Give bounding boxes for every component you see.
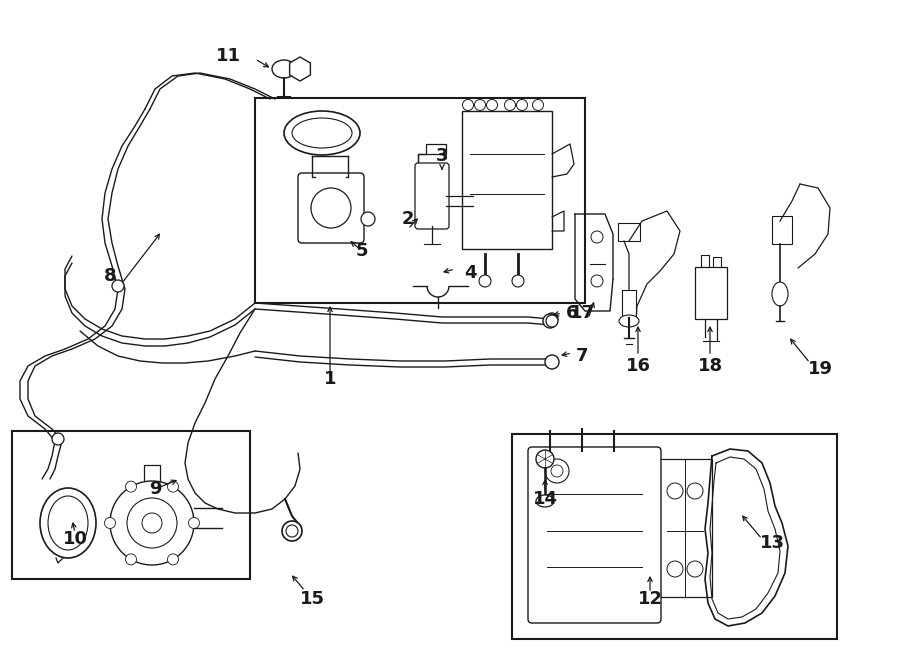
Text: 8: 8 (104, 267, 116, 285)
Circle shape (533, 100, 544, 110)
Bar (657, 459, 712, 597)
Circle shape (545, 459, 569, 483)
Circle shape (125, 554, 137, 565)
Circle shape (479, 275, 491, 287)
Text: 2: 2 (401, 210, 414, 228)
Bar (772, 216, 792, 244)
Text: 9: 9 (148, 480, 161, 498)
Circle shape (286, 525, 298, 537)
Circle shape (127, 498, 177, 548)
Circle shape (591, 275, 603, 287)
Text: 1: 1 (324, 370, 337, 388)
Text: 18: 18 (698, 357, 723, 375)
Text: 5: 5 (356, 242, 368, 260)
Circle shape (361, 212, 375, 226)
Ellipse shape (292, 118, 352, 148)
Circle shape (487, 100, 498, 110)
Circle shape (543, 314, 557, 328)
Circle shape (167, 554, 178, 565)
Bar (512, 434, 837, 639)
Text: 7: 7 (576, 347, 589, 365)
Bar (12, 431, 250, 579)
Circle shape (110, 481, 194, 565)
Text: 16: 16 (626, 357, 651, 375)
Bar (618, 223, 640, 241)
Ellipse shape (311, 188, 351, 228)
Circle shape (667, 483, 683, 499)
Ellipse shape (619, 315, 639, 327)
Bar (255, 98, 585, 303)
Text: 12: 12 (637, 590, 662, 608)
Ellipse shape (272, 60, 296, 78)
Text: 17: 17 (570, 304, 595, 322)
Circle shape (551, 465, 563, 477)
Circle shape (517, 100, 527, 110)
Text: 15: 15 (300, 590, 325, 608)
Circle shape (512, 275, 524, 287)
Circle shape (545, 355, 559, 369)
Circle shape (687, 483, 703, 499)
Circle shape (282, 521, 302, 541)
Text: 11: 11 (215, 47, 240, 65)
FancyBboxPatch shape (415, 163, 449, 229)
Circle shape (52, 433, 64, 445)
Text: 13: 13 (760, 534, 785, 552)
Circle shape (474, 100, 485, 110)
Ellipse shape (48, 496, 88, 550)
Circle shape (505, 100, 516, 110)
Ellipse shape (40, 488, 96, 558)
Text: 10: 10 (62, 530, 87, 548)
Bar (695, 267, 727, 319)
Circle shape (167, 481, 178, 492)
Circle shape (687, 561, 703, 577)
Text: 14: 14 (533, 490, 557, 508)
Ellipse shape (284, 111, 360, 155)
Circle shape (104, 518, 115, 529)
FancyBboxPatch shape (298, 173, 364, 243)
Circle shape (463, 100, 473, 110)
Text: 6: 6 (566, 304, 578, 322)
Bar (622, 290, 636, 318)
Bar (462, 111, 552, 249)
Circle shape (667, 561, 683, 577)
Text: 4: 4 (464, 264, 476, 282)
Ellipse shape (536, 450, 554, 468)
Text: 3: 3 (436, 147, 448, 165)
Circle shape (142, 513, 162, 533)
Circle shape (188, 518, 200, 529)
Circle shape (546, 313, 558, 325)
Circle shape (112, 280, 124, 292)
FancyBboxPatch shape (528, 447, 661, 623)
Ellipse shape (772, 282, 788, 306)
Ellipse shape (536, 495, 554, 507)
Circle shape (125, 481, 137, 492)
Circle shape (591, 231, 603, 243)
Text: 19: 19 (807, 360, 833, 378)
Circle shape (546, 315, 558, 327)
